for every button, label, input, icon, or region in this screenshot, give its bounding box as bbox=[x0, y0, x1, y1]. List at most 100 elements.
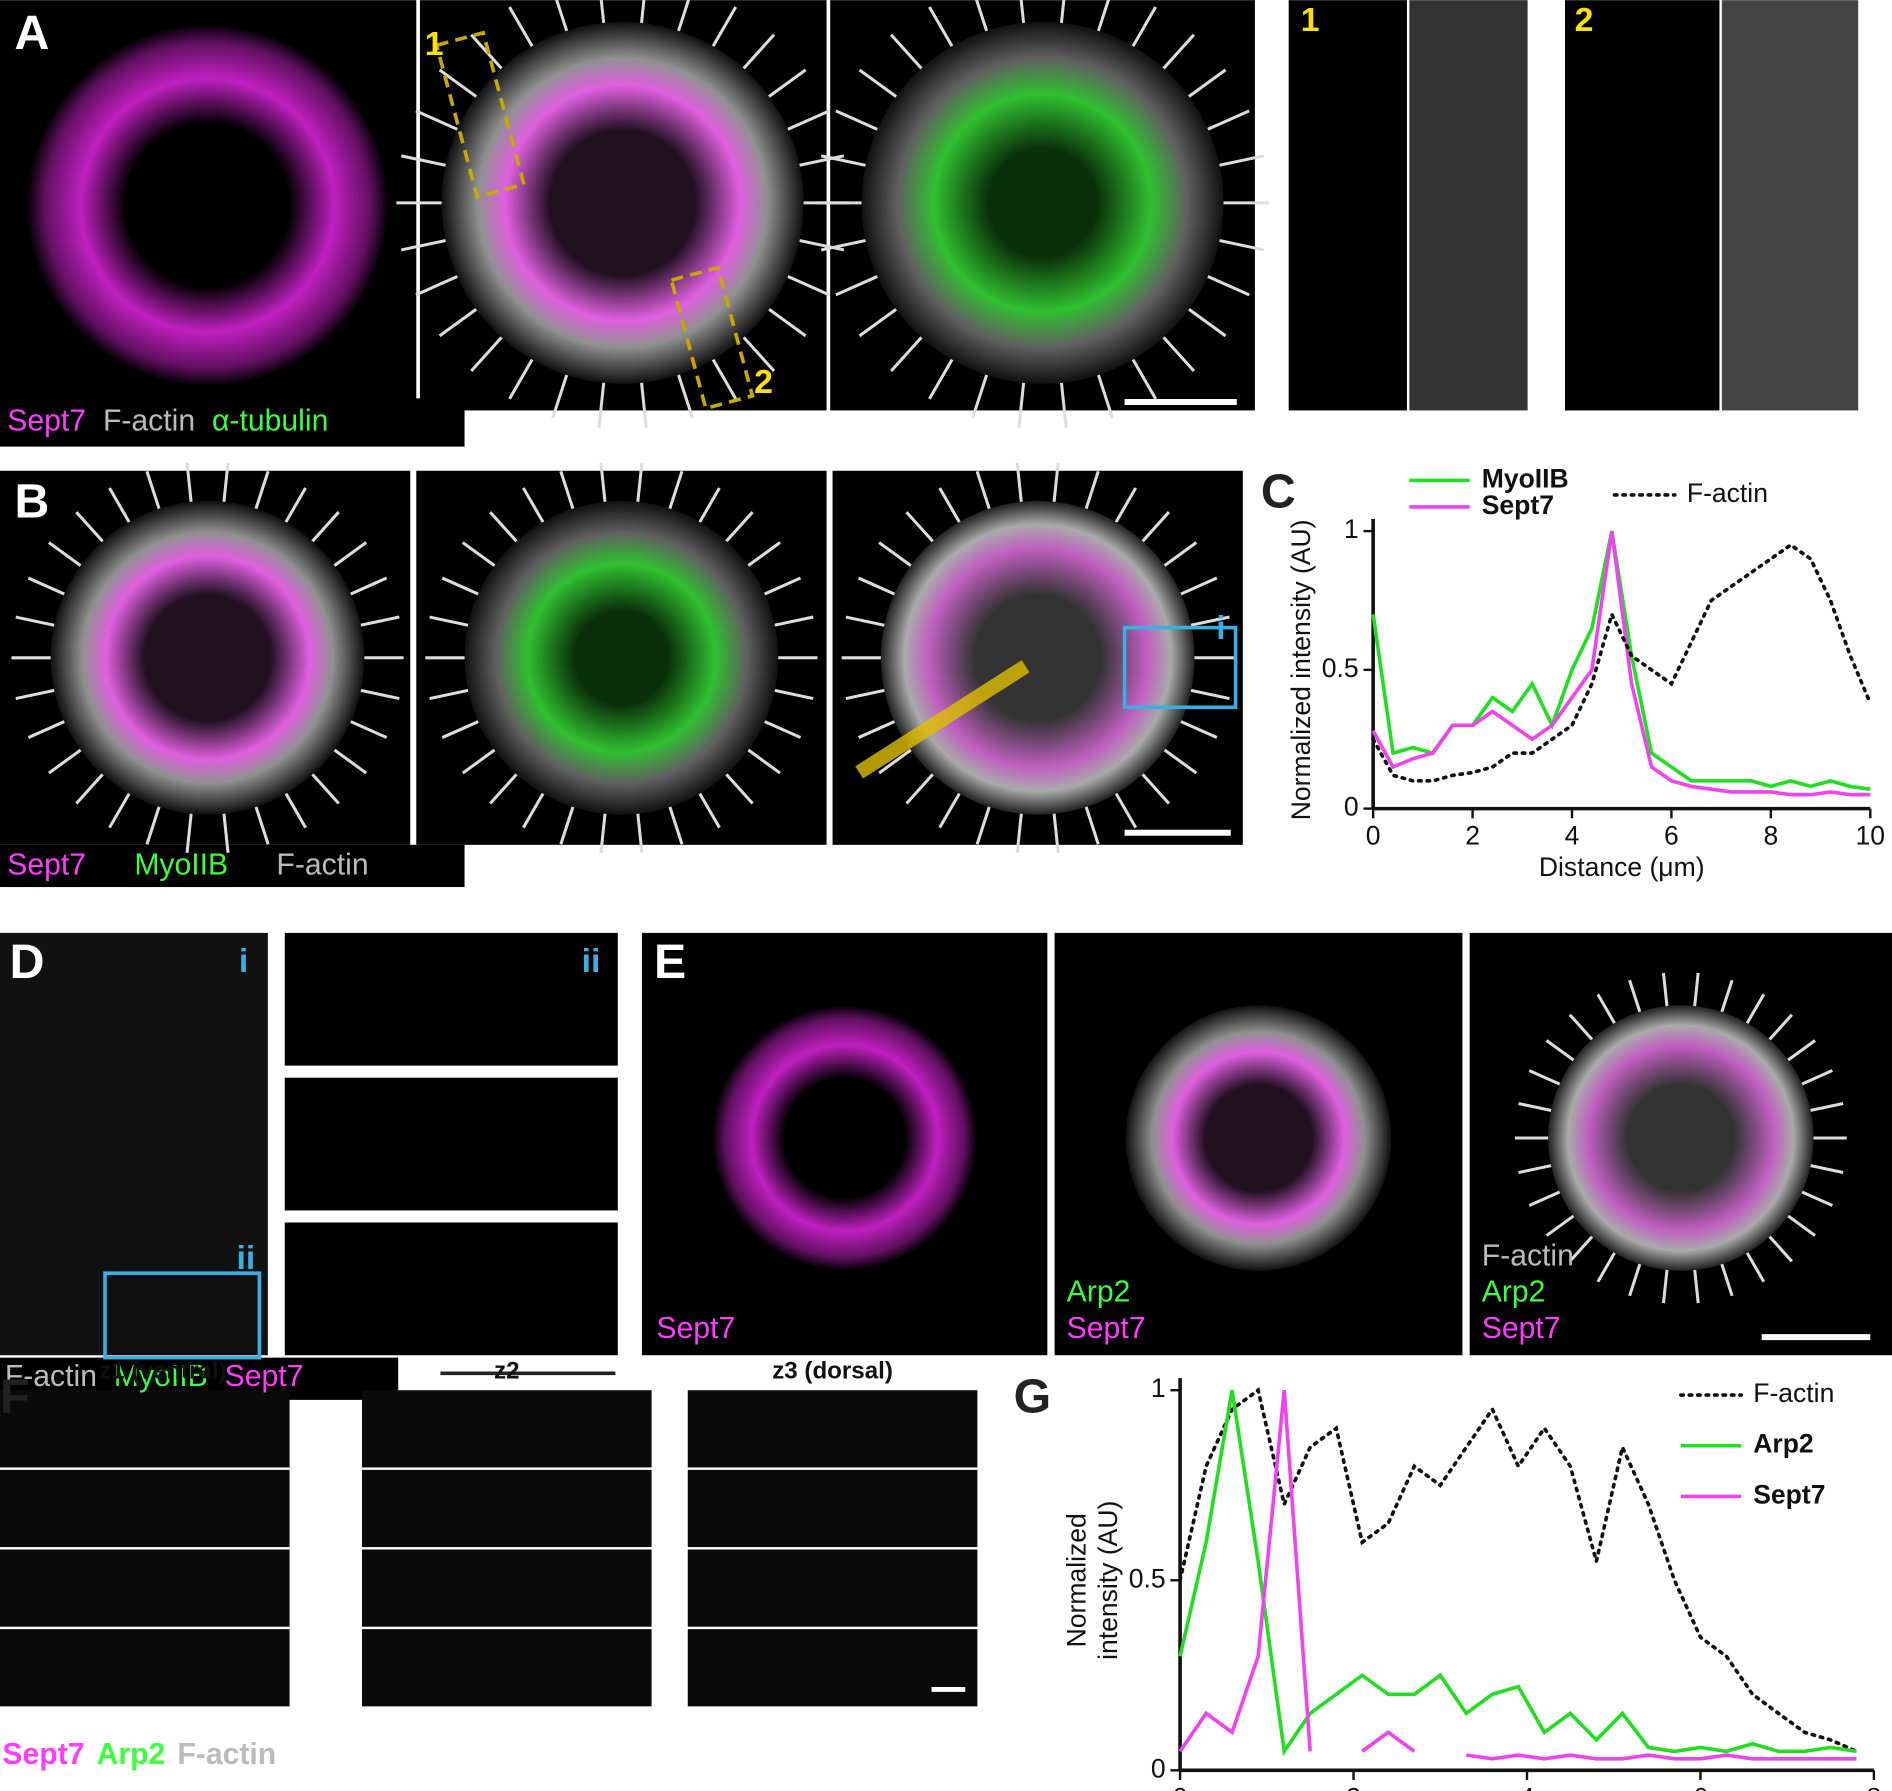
image-panel bbox=[361, 1549, 652, 1627]
y-tick-label: 1 bbox=[1151, 1373, 1166, 1403]
roi-box bbox=[669, 265, 755, 411]
image-panel bbox=[0, 1549, 290, 1627]
inset-label: ii bbox=[582, 942, 601, 980]
y-tick-label: 0 bbox=[1151, 1753, 1166, 1783]
image-panel bbox=[1565, 0, 1720, 411]
panel-letter: D bbox=[10, 935, 45, 989]
channel-label: F-actin bbox=[177, 1738, 276, 1771]
image-panel bbox=[361, 1390, 652, 1468]
panel-letter: B bbox=[14, 474, 49, 528]
cell bbox=[50, 500, 365, 815]
inset-label: ii bbox=[237, 1239, 256, 1277]
x-tick-label: 6 bbox=[1693, 1782, 1708, 1791]
line-series bbox=[1178, 1389, 1857, 1757]
image-panel bbox=[284, 932, 618, 1066]
cell bbox=[1125, 1005, 1392, 1271]
channel-label: Arp2 bbox=[1482, 1276, 1546, 1309]
channel-label: F-actin bbox=[5, 1360, 97, 1393]
line-series bbox=[1371, 530, 1871, 797]
x-tick-label: 10 bbox=[1856, 821, 1886, 851]
channel-labels: Sept7 MyoIIB F-actin bbox=[7, 849, 368, 882]
channel-label: Arp2 bbox=[1067, 1276, 1131, 1309]
y-axis-label: Normalized bbox=[1062, 1513, 1092, 1647]
channel-label: MyoIIB bbox=[134, 849, 228, 882]
y-tick-label: 0.5 bbox=[1129, 1563, 1166, 1593]
column-title: z3 (dorsal) bbox=[772, 1357, 893, 1384]
panel-letter: E bbox=[654, 935, 686, 989]
image-panel bbox=[0, 844, 465, 888]
panel-letter: C bbox=[1261, 465, 1296, 519]
channel-label: Sept7 bbox=[1482, 1312, 1561, 1345]
image-panel bbox=[361, 1469, 652, 1548]
roi-box bbox=[103, 1271, 262, 1360]
y-tick-label: 0 bbox=[1344, 792, 1359, 822]
x-tick-label: 0 bbox=[1173, 1782, 1188, 1791]
channel-label: F-actin bbox=[276, 849, 368, 882]
image-panel bbox=[361, 1629, 652, 1707]
image-panel bbox=[1288, 0, 1407, 411]
channel-labels: Sept7 F-actin α-tubulin bbox=[7, 404, 328, 437]
image-panel bbox=[0, 1390, 290, 1468]
channel-label: Sept7 bbox=[656, 1312, 735, 1345]
x-tick-label: 2 bbox=[1465, 821, 1480, 851]
image-panel bbox=[1721, 0, 1859, 411]
roi-box bbox=[434, 30, 527, 200]
x-tick-label: 0 bbox=[1366, 821, 1381, 851]
image-panel bbox=[0, 1629, 290, 1707]
y-tick-label: 1 bbox=[1344, 514, 1359, 544]
channel-labels: Sept7 Arp2 F-actin bbox=[2, 1738, 276, 1771]
image-panel bbox=[0, 932, 268, 1356]
line-series bbox=[1371, 530, 1871, 791]
channel-label: F-actin bbox=[103, 404, 195, 437]
column-title: z2 bbox=[494, 1357, 519, 1384]
roi-box bbox=[1122, 625, 1238, 710]
inset-label: 1 bbox=[1301, 1, 1320, 39]
x-tick-label: 8 bbox=[1867, 1782, 1882, 1791]
legend-label: F-actin bbox=[1687, 478, 1768, 508]
image-panel bbox=[687, 1629, 978, 1707]
cell bbox=[880, 500, 1195, 815]
channel-label: Sept7 bbox=[2, 1738, 84, 1771]
cell bbox=[464, 500, 779, 815]
y-axis-label: intensity (AU) bbox=[1093, 1501, 1123, 1660]
legend-label: Sept7 bbox=[1753, 1479, 1825, 1509]
micrographs bbox=[0, 0, 1892, 1707]
legend-label: F-actin bbox=[1753, 1378, 1834, 1408]
inset-label: 1 bbox=[425, 25, 444, 63]
line-series bbox=[1178, 1387, 1859, 1754]
x-tick-label: 2 bbox=[1346, 1782, 1361, 1791]
cell bbox=[1548, 1005, 1814, 1271]
inset-label: 2 bbox=[754, 363, 773, 401]
channel-label: Arp2 bbox=[97, 1738, 166, 1771]
panel-letter: A bbox=[14, 6, 49, 60]
inset-label: i bbox=[1216, 609, 1225, 647]
line-scan bbox=[855, 660, 1030, 779]
cell bbox=[26, 24, 389, 387]
x-tick-label: 4 bbox=[1520, 1782, 1535, 1791]
legend-label: Arp2 bbox=[1753, 1429, 1813, 1459]
image-panel bbox=[0, 398, 465, 447]
cell bbox=[711, 1005, 978, 1271]
panel-letter: F bbox=[0, 1370, 29, 1424]
x-axis-label: Distance (μm) bbox=[1539, 852, 1705, 882]
cell bbox=[441, 21, 804, 384]
column-title: z1 (ventral) bbox=[99, 1357, 226, 1384]
x-tick-label: 8 bbox=[1763, 821, 1778, 851]
channel-labels: F-actin MyoIIB Sept7 bbox=[5, 1360, 304, 1393]
x-tick-label: 6 bbox=[1664, 821, 1679, 851]
channel-label: MyoIIB bbox=[114, 1360, 208, 1393]
inset-label: i bbox=[239, 942, 248, 980]
channel-label: Sept7 bbox=[225, 1360, 304, 1393]
image-panel bbox=[0, 1469, 290, 1548]
image-panel bbox=[1409, 0, 1528, 411]
image-panel bbox=[687, 1390, 978, 1468]
channel-label: α-tubulin bbox=[212, 404, 328, 437]
channel-label: Sept7 bbox=[7, 404, 86, 437]
y-axis-label: Normalized intensity (AU) bbox=[1286, 519, 1316, 820]
image-panel bbox=[284, 1222, 618, 1356]
channel-label: Sept7 bbox=[7, 849, 86, 882]
image-panel bbox=[687, 1469, 978, 1548]
cell bbox=[861, 21, 1224, 384]
channel-label: Sept7 bbox=[1067, 1312, 1146, 1345]
